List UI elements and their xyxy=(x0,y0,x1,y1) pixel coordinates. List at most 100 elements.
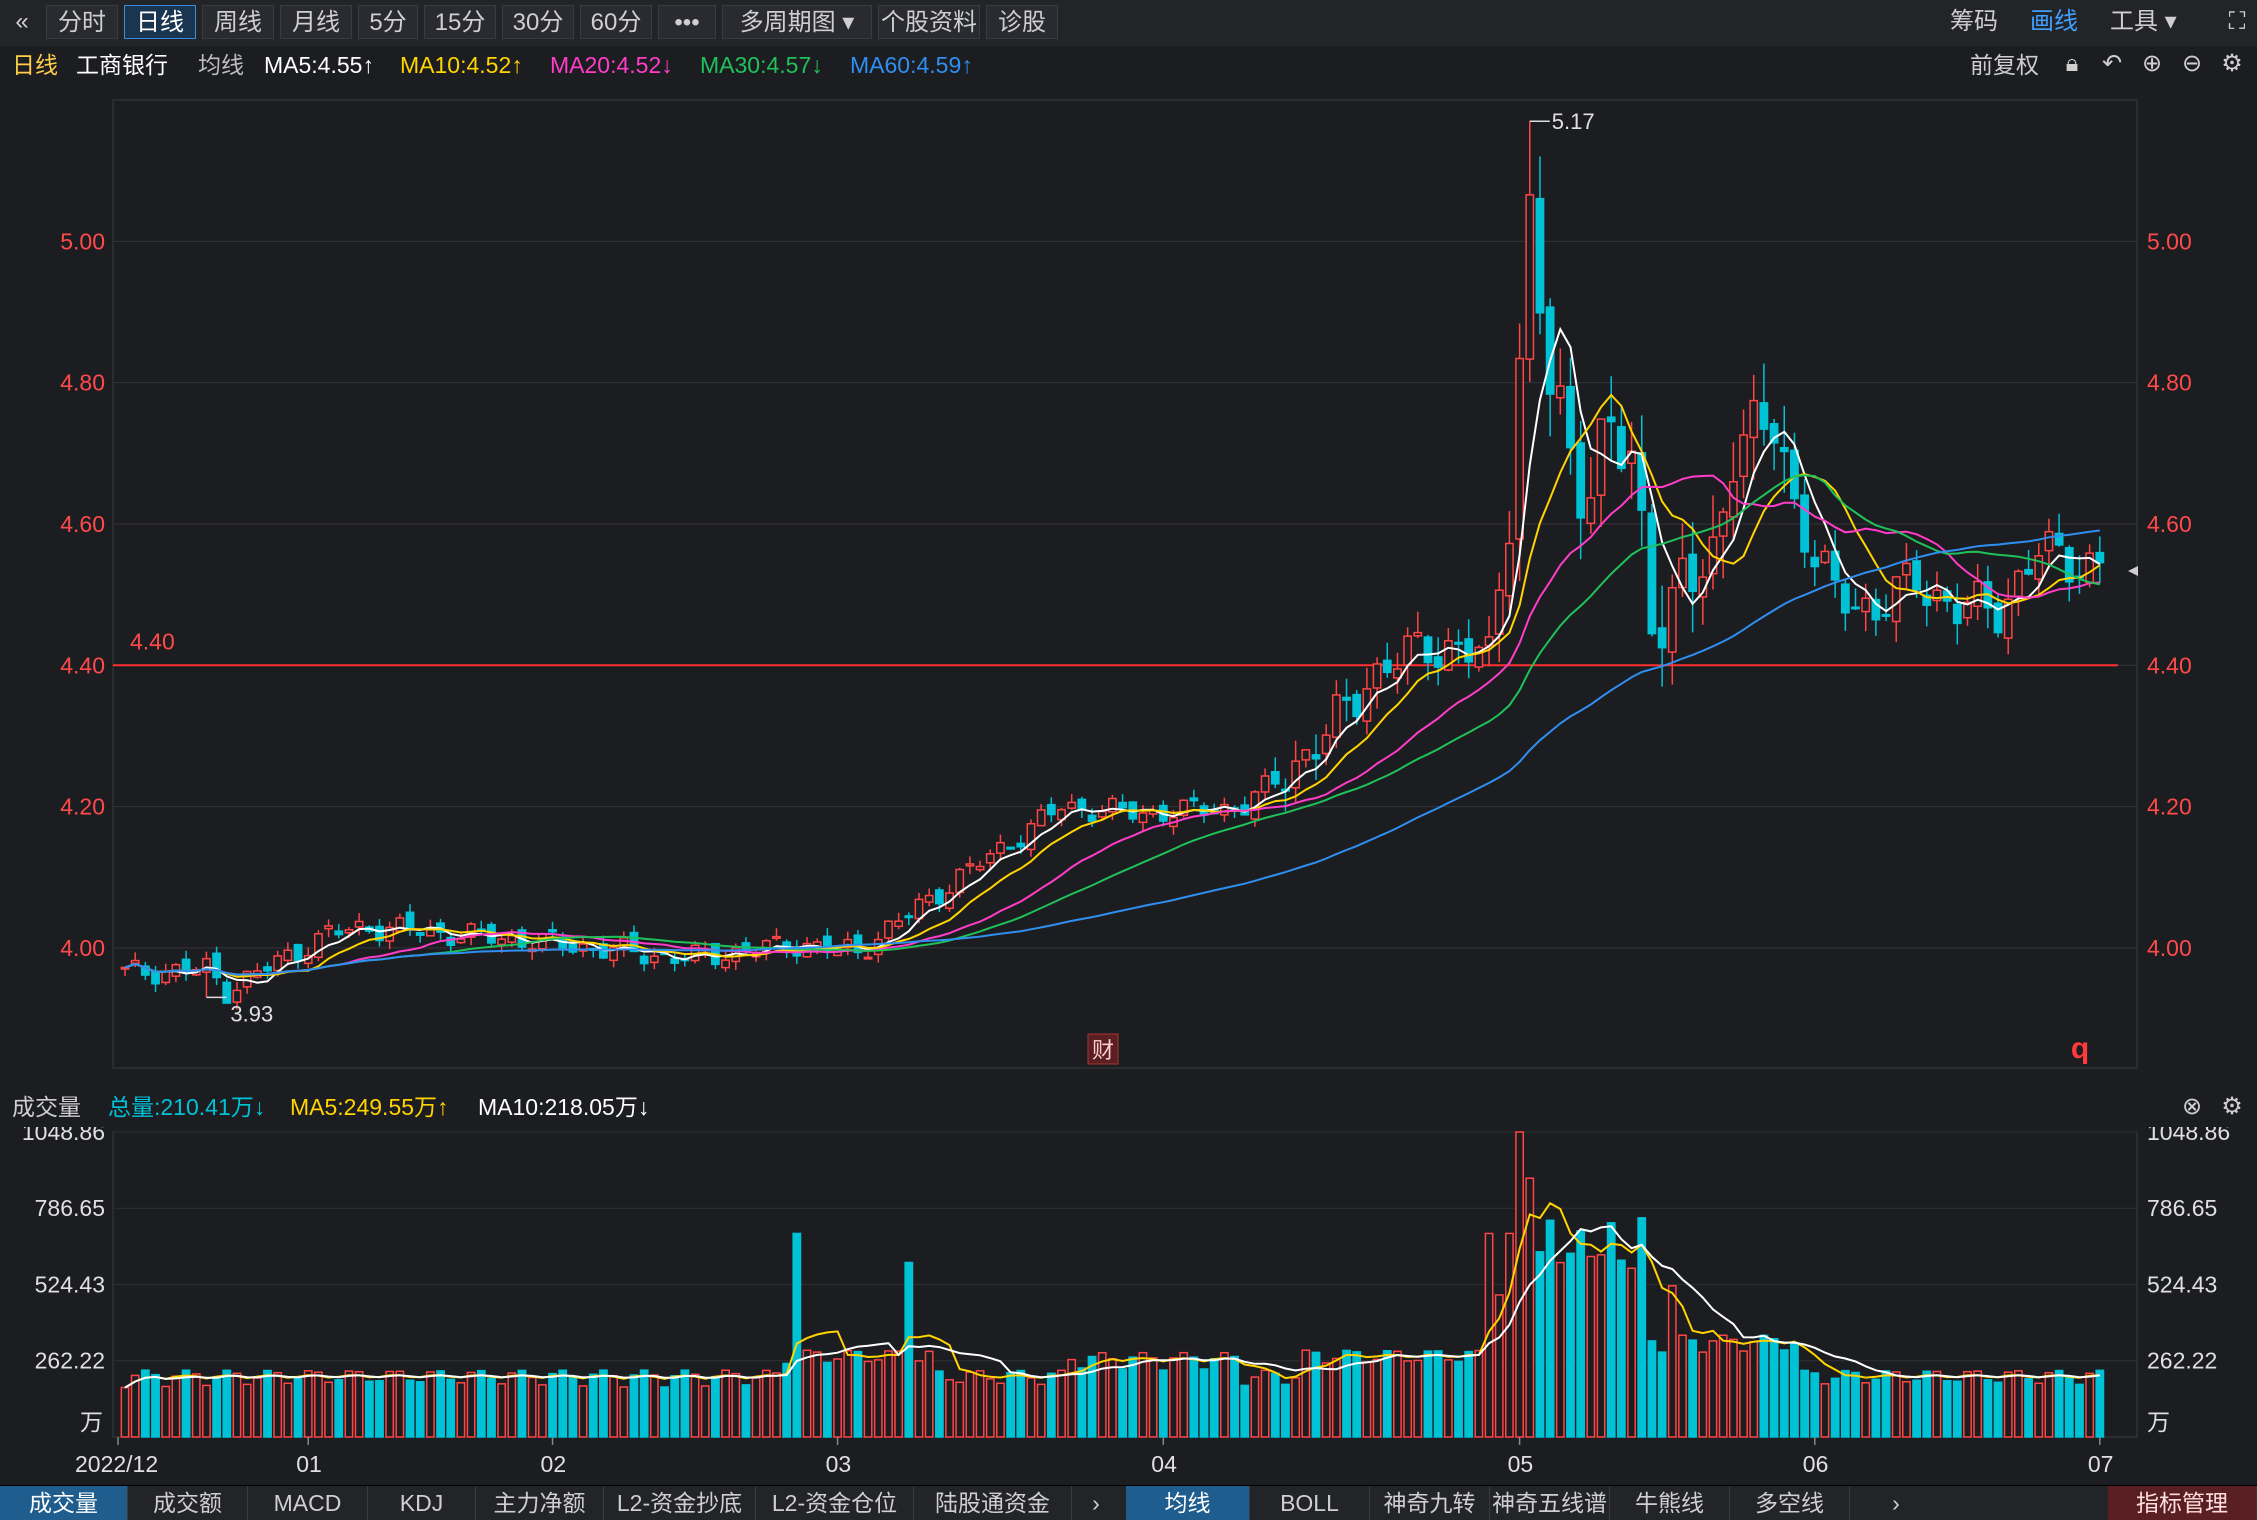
candle xyxy=(996,834,1005,862)
indicator-tab-3[interactable]: KDJ xyxy=(368,1486,476,1520)
volume-title: 成交量 xyxy=(12,1094,81,1120)
volume-bar xyxy=(161,1385,171,1438)
volume-bar xyxy=(1393,1350,1402,1438)
overlay-tab-2[interactable]: 神奇九转 xyxy=(1370,1486,1490,1520)
volume-bar xyxy=(2085,1372,2095,1438)
candle-body xyxy=(985,853,995,864)
indicator-tab-4[interactable]: 主力净额 xyxy=(476,1486,604,1520)
volume-bar xyxy=(1739,1350,1748,1438)
candle-body xyxy=(894,920,904,928)
volume-bar xyxy=(1667,1285,1677,1438)
period-button-9[interactable]: 多周期图 ▾ xyxy=(722,5,872,39)
period-button-7[interactable]: 60分 xyxy=(580,5,652,39)
volume-bar xyxy=(425,1371,435,1438)
volume-bar xyxy=(140,1369,150,1438)
volume-bar xyxy=(1871,1378,1881,1438)
zoom-in-icon[interactable]: ⊕ xyxy=(2141,50,2163,77)
candle-body xyxy=(1291,760,1301,789)
zoom-out-icon[interactable]: ⊖ xyxy=(2181,50,2203,77)
candle-body xyxy=(151,971,160,985)
indicator-manage-button[interactable]: 指标管理 xyxy=(2108,1486,2257,1520)
overlay-tab-4[interactable]: 牛熊线 xyxy=(1610,1486,1730,1520)
candle xyxy=(1067,793,1077,810)
indicator-tab-5[interactable]: L2-资金抄底 xyxy=(604,1486,756,1520)
volume-total: 总量:210.41万↓ xyxy=(108,1094,266,1120)
candle-body xyxy=(1840,583,1850,614)
close-icon[interactable]: ⊗ xyxy=(2181,1093,2203,1120)
period-button-1[interactable]: 日线 xyxy=(124,5,196,39)
period-button-0[interactable]: 分时 xyxy=(46,5,118,39)
gear-icon[interactable]: ⚙ xyxy=(2221,1093,2243,1120)
chips-button[interactable]: 筹码 xyxy=(1950,8,1998,35)
candle-body xyxy=(2044,530,2054,552)
double-chevron-left-icon[interactable]: « xyxy=(15,8,29,35)
volume-bar xyxy=(1158,1369,1168,1438)
indicator-tab-7[interactable]: 陆股通资金 xyxy=(914,1486,1072,1520)
volume-bar xyxy=(1718,1334,1728,1438)
overlay-tab-0[interactable]: 均线 xyxy=(1126,1486,1250,1520)
candle xyxy=(985,849,995,869)
chevron-right-icon[interactable]: › xyxy=(1892,1490,1900,1516)
candle-body xyxy=(1647,512,1657,635)
chevron-right-icon[interactable]: › xyxy=(1092,1490,1100,1516)
overlay-tab-1[interactable]: BOLL xyxy=(1250,1486,1370,1520)
current-price-pointer xyxy=(2128,566,2138,576)
ma20-value: MA20:4.52↓ xyxy=(550,52,673,78)
period-button-4[interactable]: 5分 xyxy=(358,5,418,39)
ma-title[interactable]: 均线 xyxy=(198,52,244,78)
tools-menu-button[interactable]: 工具 ▾ xyxy=(2110,8,2177,35)
adjust-mode[interactable]: 前复权 xyxy=(1970,52,2039,78)
candle-body xyxy=(996,841,1005,854)
x-axis-label: 07 xyxy=(2088,1451,2114,1477)
candle-body xyxy=(1046,803,1056,816)
indicator-tab-2[interactable]: MACD xyxy=(248,1486,368,1520)
candle-body xyxy=(1138,812,1148,824)
y-tick-right: 5.00 xyxy=(2147,228,2192,254)
fullscreen-icon[interactable]: ⛶ xyxy=(2228,8,2246,35)
vol-tick-left: 524.43 xyxy=(35,1272,105,1298)
volume-bar xyxy=(639,1369,649,1438)
volume-bar xyxy=(466,1371,476,1438)
period-button-10[interactable]: 个股资料 xyxy=(878,5,980,39)
undo-icon[interactable]: ↶ xyxy=(2101,50,2123,77)
kline-chart[interactable]: 4.00 4.00 4.20 4.20 4.40 4.40 4.60 4.60 4.80 4.80… xyxy=(0,84,2257,1084)
period-button-3[interactable]: 月线 xyxy=(280,5,352,39)
volume-bar xyxy=(1209,1358,1219,1438)
candle-body xyxy=(313,933,323,959)
candle xyxy=(1952,583,1962,645)
candle-body xyxy=(2064,546,2074,583)
period-button-5[interactable]: 15分 xyxy=(424,5,496,39)
overlay-tab-3[interactable]: 神奇五线谱 xyxy=(1490,1486,1610,1520)
candle-body xyxy=(1393,668,1402,679)
volume-bar xyxy=(1932,1370,1942,1438)
candle xyxy=(1433,637,1443,686)
candle xyxy=(1189,789,1199,807)
volume-bar xyxy=(1067,1358,1077,1438)
x-axis-label: 05 xyxy=(1508,1451,1534,1477)
volume-bar xyxy=(517,1369,527,1438)
indicator-tab-0[interactable]: 成交量 xyxy=(0,1486,128,1520)
volume-bar xyxy=(1698,1351,1708,1438)
volume-bar xyxy=(2034,1382,2044,1438)
period-button-8[interactable]: ••• xyxy=(658,5,716,39)
indicator-tab-1[interactable]: 成交额 xyxy=(128,1486,248,1520)
draw-line-button[interactable]: 画线 xyxy=(2030,8,2078,35)
indicator-tab-6[interactable]: L2-资金仓位 xyxy=(756,1486,914,1520)
volume-bar xyxy=(1077,1367,1087,1438)
volume-bar xyxy=(344,1370,354,1438)
gear-icon[interactable]: ⚙ xyxy=(2221,50,2243,77)
candle-body xyxy=(1118,801,1128,809)
volume-bar xyxy=(558,1369,568,1438)
volume-bar xyxy=(2095,1369,2105,1438)
stock-name[interactable]: 工商银行 xyxy=(76,52,168,78)
period-button-11[interactable]: 诊股 xyxy=(986,5,1058,39)
volume-chart[interactable]: 1048.86 1048.86 786.65 786.65 524.43 524.43 26… xyxy=(0,1127,2257,1485)
volume-bar xyxy=(721,1369,731,1438)
candle-body xyxy=(1026,822,1036,851)
volume-bar xyxy=(1219,1351,1229,1438)
period-button-2[interactable]: 周线 xyxy=(202,5,274,39)
overlay-tab-5[interactable]: 多空线 xyxy=(1730,1486,1850,1520)
period-button-6[interactable]: 30分 xyxy=(502,5,574,39)
volume-bar xyxy=(985,1378,995,1438)
lock-icon[interactable]: 🔒︎ xyxy=(2065,50,2079,77)
